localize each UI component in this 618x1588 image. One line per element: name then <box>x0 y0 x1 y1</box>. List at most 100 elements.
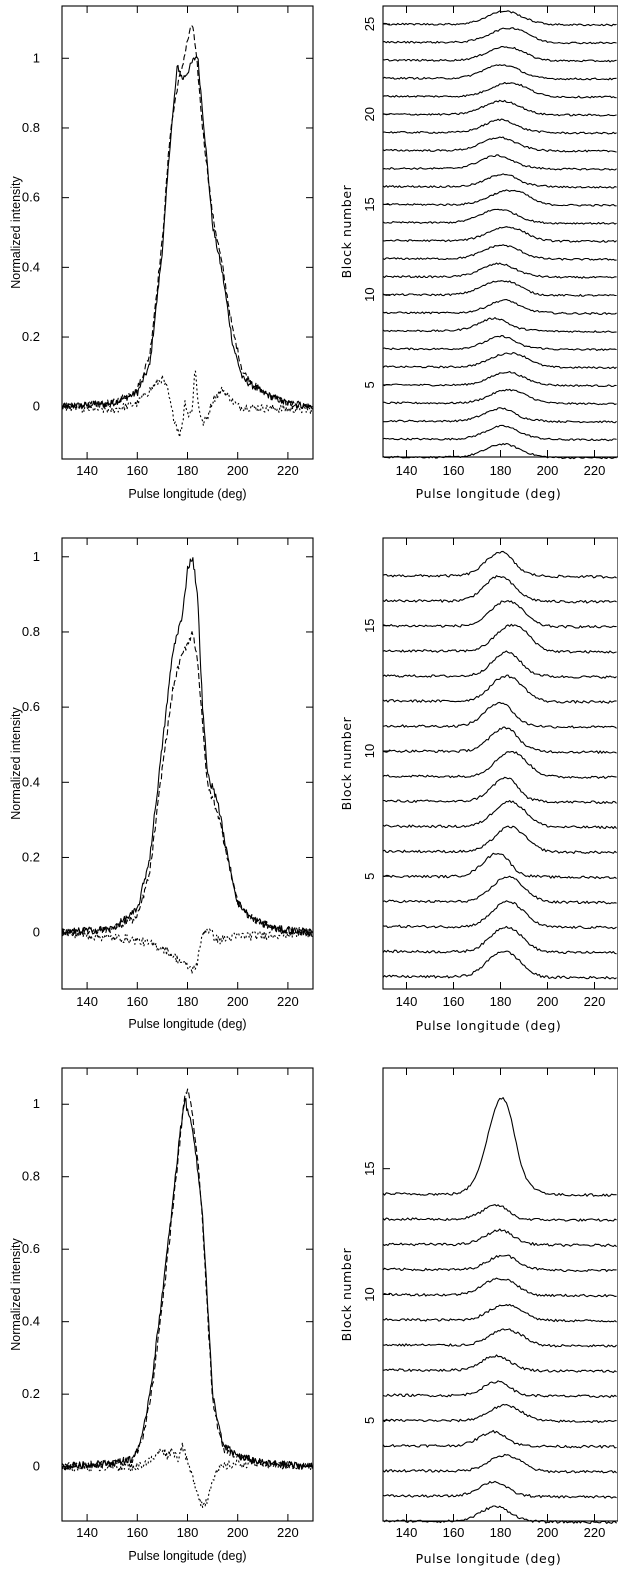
x-tick-label-0-1: 160 <box>126 463 148 478</box>
x-tick-label-4-2: 180 <box>177 1525 199 1540</box>
x-tick-label-2-1: 160 <box>126 994 148 1009</box>
block-trace-1-22 <box>382 64 617 81</box>
y-axis-title-2: Normalized intensity <box>9 706 23 819</box>
x-tick-label-5-4: 220 <box>584 1525 606 1540</box>
block-trace-1-24 <box>382 27 617 45</box>
y-tick-label-3-0: 5 <box>362 873 377 880</box>
x-tick-label-1-4: 220 <box>584 463 606 478</box>
x-tick-label-3-0: 140 <box>396 994 418 1009</box>
x-tick-label-5-1: 160 <box>443 1525 465 1540</box>
y-tick-label-0-0: 0 <box>33 399 40 414</box>
y-tick-label-1-1: 10 <box>362 287 377 301</box>
plot-frame-4 <box>61 1067 314 1522</box>
x-tick-label-5-3: 200 <box>537 1525 559 1540</box>
block-trace-5-2 <box>382 1480 617 1499</box>
block-trace-3-13 <box>382 650 617 679</box>
block-trace-1-23 <box>382 45 617 63</box>
block-trace-3-2 <box>382 925 617 955</box>
y-tick-label-1-4: 25 <box>362 17 377 31</box>
block-trace-5-7 <box>382 1354 617 1374</box>
x-tick-label-0-3: 200 <box>227 463 249 478</box>
block-trace-3-10 <box>382 726 617 754</box>
panel-bottom-right: 5 10 15 Block number 140 160 180 200 220 Pulse lo… <box>339 1067 618 1566</box>
block-trace-3-6 <box>382 825 617 854</box>
block-trace-1-21 <box>382 81 617 99</box>
y-tick-label-1-3: 20 <box>362 107 377 121</box>
block-trace-1-19 <box>382 118 617 135</box>
block-trace-3-14 <box>382 623 617 654</box>
y-tick-label-4-1: 0.2 <box>22 1386 40 1401</box>
block-trace-1-16 <box>382 173 617 189</box>
x-tick-label-4-4: 220 <box>277 1525 299 1540</box>
x-tick-label-1-0: 140 <box>396 463 418 478</box>
x-tick-label-0-2: 180 <box>177 463 199 478</box>
y-tick-label-5-0: 5 <box>362 1417 377 1424</box>
series-dashed-4 <box>61 1088 313 1471</box>
y-tick-label-1-2: 15 <box>362 197 377 211</box>
block-trace-5-14 <box>382 1097 617 1197</box>
y-tick-label-3-1: 10 <box>362 744 377 758</box>
block-trace-1-3 <box>383 407 617 424</box>
x-axis-title-0: Pulse longitude (deg) <box>128 487 246 501</box>
y-tick-label-0-2: 0.4 <box>22 259 40 274</box>
block-trace-3-3 <box>382 900 617 930</box>
panel-middle-right: 5 10 15 Block number 140 160 180 200 220 Pulse lo… <box>339 537 618 1033</box>
series-dashed-2 <box>61 631 313 937</box>
block-trace-3-11 <box>382 701 617 729</box>
x-tick-label-2-2: 180 <box>177 994 199 1009</box>
y-axis-title-5: Block number <box>339 1247 354 1341</box>
series-solid-0 <box>61 55 313 410</box>
y-tick-label-0-4: 0.8 <box>22 120 40 135</box>
block-trace-1-12 <box>382 244 617 261</box>
panel-bottom-left: 0 0.2 0.4 0.6 0.8 1 Normalized intensity 140 160… <box>9 1067 314 1563</box>
y-tick-label-0-1: 0.2 <box>22 329 40 344</box>
block-trace-3-9 <box>382 750 617 779</box>
x-tick-label-0-0: 140 <box>76 463 98 478</box>
block-trace-1-5 <box>382 370 617 388</box>
x-tick-label-2-0: 140 <box>76 994 98 1009</box>
y-axis-title-3: Block number <box>339 716 354 810</box>
y-tick-label-4-0: 0 <box>33 1459 40 1474</box>
x-axis-title-1: Pulse longitude (deg) <box>416 486 562 501</box>
y-tick-label-4-4: 0.8 <box>22 1169 40 1184</box>
x-tick-label-5-2: 180 <box>490 1525 512 1540</box>
y-tick-label-0-3: 0.6 <box>22 190 40 205</box>
y-tick-label-2-5: 1 <box>33 549 40 564</box>
x-tick-label-4-0: 140 <box>76 1525 98 1540</box>
block-trace-3-16 <box>382 575 617 604</box>
block-trace-5-4 <box>382 1429 617 1449</box>
block-trace-1-8 <box>382 317 617 333</box>
block-trace-3-8 <box>383 776 617 804</box>
block-trace-3-1 <box>382 950 617 980</box>
y-tick-label-4-3: 0.6 <box>22 1241 40 1256</box>
x-axis-title-4: Pulse longitude (deg) <box>128 1549 246 1563</box>
x-tick-label-3-1: 160 <box>443 994 465 1009</box>
block-trace-3-5 <box>382 852 617 880</box>
block-trace-3-17 <box>382 550 617 579</box>
x-tick-label-3-4: 220 <box>584 994 606 1009</box>
x-tick-label-3-3: 200 <box>537 994 559 1009</box>
y-tick-label-4-5: 1 <box>33 1096 40 1111</box>
block-trace-1-4 <box>382 388 617 406</box>
x-tick-label-3-2: 180 <box>490 994 512 1009</box>
x-axis-title-2: Pulse longitude (deg) <box>128 1017 246 1031</box>
block-trace-5-5 <box>382 1403 617 1424</box>
block-trace-5-11 <box>382 1254 617 1273</box>
y-tick-label-5-1: 10 <box>362 1287 377 1301</box>
x-tick-label-2-4: 220 <box>277 994 299 1009</box>
y-tick-label-4-2: 0.4 <box>22 1314 40 1329</box>
block-trace-1-1 <box>382 442 617 460</box>
series-solid-4 <box>61 1097 313 1471</box>
series-dotted-2 <box>61 928 313 975</box>
block-trace-5-8 <box>382 1328 617 1348</box>
block-trace-5-3 <box>382 1453 617 1474</box>
x-tick-label-1-2: 180 <box>490 463 512 478</box>
block-trace-1-11 <box>382 262 617 279</box>
plot-frame-3 <box>382 537 618 990</box>
block-trace-1-10 <box>382 280 617 297</box>
y-tick-label-3-2: 15 <box>362 618 377 632</box>
series-dashed-0 <box>61 25 313 411</box>
block-trace-5-6 <box>382 1380 617 1399</box>
x-tick-label-2-3: 200 <box>227 994 249 1009</box>
block-trace-1-20 <box>382 99 617 117</box>
